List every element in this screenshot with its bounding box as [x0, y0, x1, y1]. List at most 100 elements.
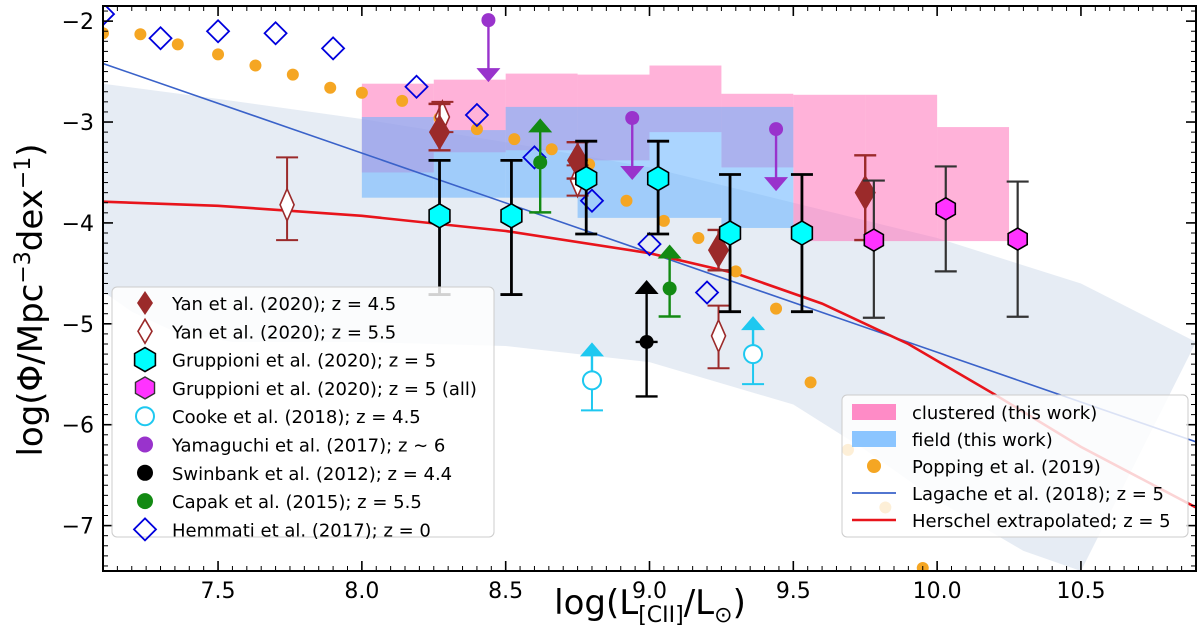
y-axis-label-mid: dex: [11, 189, 51, 251]
x-axis-label-sub: [CII]: [638, 603, 684, 626]
legend-popping-marker: [867, 459, 881, 473]
y-axis-label-main: log(Φ/Mpc: [11, 284, 51, 457]
popping-point: [770, 302, 783, 315]
popping-point: [620, 194, 633, 207]
cooke-arrow-head: [579, 342, 604, 357]
legend-yan-z45-marker: [137, 291, 153, 315]
yan-z45-point: [428, 114, 451, 151]
legend-gruppioni-marker: [133, 346, 157, 373]
legend-capak-marker: [137, 493, 153, 510]
x-axis-label-end: ): [733, 583, 746, 623]
popping-point: [324, 81, 337, 94]
legend-field-swatch: [852, 431, 896, 447]
cooke-arrow-head: [741, 316, 766, 331]
popping-point: [355, 86, 368, 99]
x-axis-label: log(L[CII]/L⊙): [554, 583, 746, 626]
cooke-point: [743, 344, 764, 365]
axes-layer: 7.5 8.0 8.5 9.0 9.5 10.0 10.5 −2 −3 −4 −5 −6 −7: [62, 5, 1197, 604]
clustered-box: [937, 127, 1010, 242]
hemmati-point: [694, 280, 720, 305]
legend-right-label: Lagache et al. (2018); z = 5: [912, 484, 1164, 505]
yamaguchi-arrow-head: [764, 177, 789, 192]
legend-hemmati-marker: [132, 517, 158, 542]
legend-left-label: Cooke et al. (2018); z = 4.5: [172, 407, 421, 428]
yan-z55-point: [710, 317, 727, 354]
x-tick-label: 8.0: [344, 579, 379, 604]
yan-z55-point: [279, 186, 295, 223]
legend-right-label: Popping et al. (2019): [912, 457, 1101, 478]
x-tick-label: 9.0: [632, 579, 667, 604]
yamaguchi-arrow-head: [476, 68, 501, 83]
legend-right-box: [841, 394, 1189, 538]
clustered-box: [793, 94, 866, 242]
hemmati-point: [579, 188, 605, 213]
legend-left-label: Swinbank et al. (2012); z = 4.4: [172, 464, 452, 485]
legend-left-box: [111, 286, 495, 538]
field-box: [433, 130, 506, 198]
capak-arrow-head: [657, 244, 682, 259]
y-tick-label: −7: [62, 515, 94, 540]
x-axis-label-sun: ⊙: [714, 603, 732, 626]
popping-point: [508, 133, 521, 146]
hemmati-point: [263, 20, 288, 46]
popping-point: [545, 143, 558, 156]
y-tick-label: −5: [62, 313, 94, 338]
y-tick-label: −3: [62, 111, 94, 136]
yamaguchi-arrow-head: [620, 165, 645, 180]
capak-point: [533, 155, 548, 170]
yamaguchi-point: [769, 122, 784, 137]
x-axis-label-main: log(L: [554, 583, 638, 623]
hemmati-point: [637, 231, 662, 257]
popping-point: [171, 38, 184, 51]
legend-clustered-swatch: [852, 404, 896, 420]
swinbank-point: [639, 334, 654, 349]
y-tick-label: −4: [62, 212, 94, 237]
y-axis-label-end: ): [11, 143, 51, 156]
legend-gruppioni-all-marker: [134, 376, 156, 400]
popping-point: [286, 68, 299, 81]
data-points-layer: [103, 6, 1029, 571]
field-box: [649, 106, 722, 218]
legend-left-label: Capak et al. (2015); z = 5.5: [172, 492, 422, 513]
hemmati-point: [464, 102, 490, 128]
yamaguchi-point: [625, 110, 640, 125]
legend-left-label: Yan et al. (2020); z = 4.5: [171, 294, 396, 315]
hemmati-point: [148, 26, 173, 51]
legend-left-label: Yamaguchi et al. (2017); z ∼ 6: [171, 436, 445, 457]
popping-point: [103, 27, 109, 40]
legend-left-label: Gruppioni et al. (2020); z = 5: [172, 351, 436, 372]
x-tick-label: 10.5: [1056, 579, 1105, 604]
clustered-box: [865, 94, 938, 242]
field-box: [721, 106, 794, 228]
popping-point: [729, 265, 742, 278]
legend-right-label: field (this work): [912, 430, 1053, 451]
gruppioni-all-point: [863, 228, 885, 252]
capak-point: [662, 281, 677, 296]
x-tick-label: 8.5: [488, 579, 523, 604]
legend-left: Yan et al. (2020); z = 4.5 Yan et al. (20…: [111, 286, 495, 542]
legend-left-label: Yan et al. (2020); z = 5.5: [171, 322, 396, 343]
legend-cooke-marker: [135, 406, 155, 427]
x-axis-label-mid: /L: [684, 583, 714, 623]
hemmati-point: [522, 145, 547, 170]
gruppioni-point: [646, 165, 670, 192]
y-axis-label-sup1: −3: [11, 251, 36, 283]
x-tick-label: 7.5: [201, 579, 236, 604]
hemmati-point: [404, 74, 429, 99]
yan-z45-point: [854, 174, 876, 211]
legend-right-label: clustered (this work): [912, 403, 1097, 424]
y-tick-label: −6: [62, 414, 94, 439]
popping-point: [396, 94, 409, 107]
legend-left-label: Hemmati et al. (2017); z = 0: [172, 520, 431, 541]
gruppioni-point: [718, 220, 742, 246]
legend-yamaguchi-marker: [137, 436, 153, 453]
yamaguchi-point: [481, 13, 496, 28]
legend-right: clustered (this work) field (this work) Po…: [841, 394, 1189, 538]
gruppioni-point: [575, 165, 598, 192]
gruppioni-all-point: [935, 196, 957, 221]
gruppioni-point: [790, 220, 814, 246]
gruppioni-all-point: [1007, 227, 1028, 251]
hemmati-point: [205, 18, 231, 44]
popping-point: [470, 123, 483, 136]
